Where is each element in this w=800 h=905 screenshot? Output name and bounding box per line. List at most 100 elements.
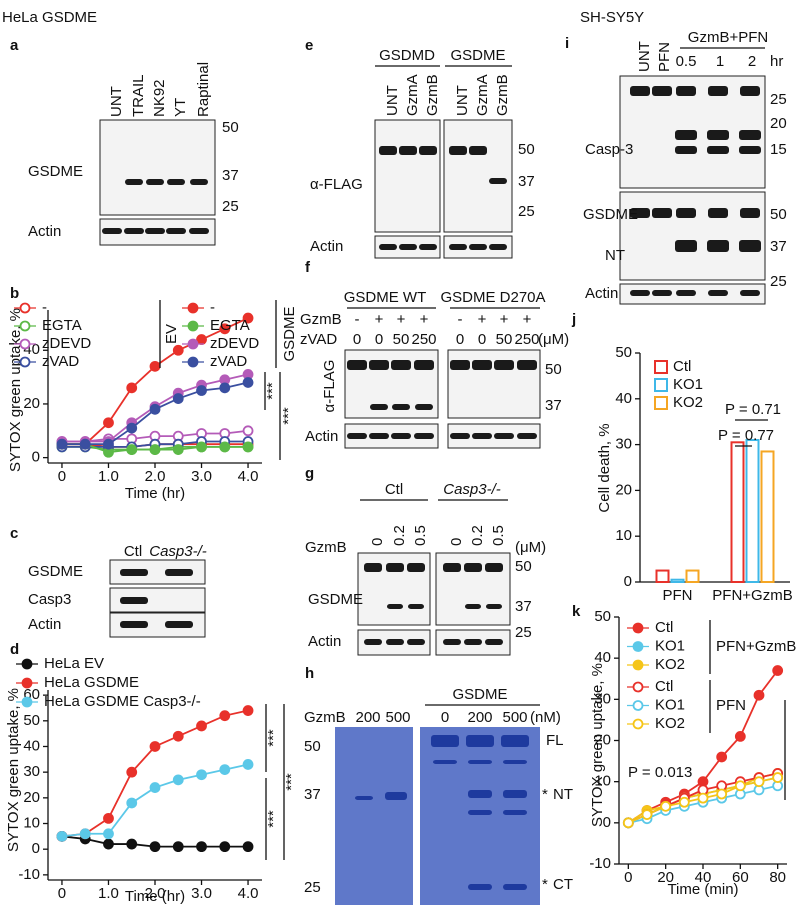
- data-point: [149, 782, 161, 793]
- row-label: Actin: [310, 238, 343, 255]
- x-tick-label: 3.0: [191, 885, 212, 902]
- band: [407, 563, 425, 572]
- legend-swatch: [654, 396, 668, 410]
- annotation: P = 0.77: [718, 427, 774, 444]
- x-tick-label: 1.0: [98, 885, 119, 902]
- group-label: GzmB+PFN: [688, 29, 768, 46]
- legend-label: EGTA: [210, 317, 250, 334]
- legend-label: Ctl: [655, 619, 673, 636]
- band: [379, 244, 397, 250]
- data-point: [103, 438, 114, 450]
- band: [468, 810, 492, 815]
- bar: [760, 450, 775, 583]
- band: [739, 130, 761, 140]
- mw-marker: 50: [515, 558, 532, 575]
- band: [676, 290, 696, 296]
- gel: [420, 727, 540, 905]
- group-label: GSDME: [450, 47, 505, 64]
- data-point: [172, 444, 184, 455]
- legend-label: KO1: [673, 376, 703, 393]
- y-tick-label: 0: [32, 840, 40, 857]
- mw-marker: 50: [222, 119, 239, 136]
- band: [387, 604, 403, 609]
- legend-label: KO1: [655, 637, 685, 654]
- unit: (μM): [538, 331, 569, 348]
- legend-swatch: [654, 378, 668, 392]
- x-tick-label: 4.0: [238, 468, 259, 485]
- gel: [335, 727, 413, 905]
- lane-label: 0.5: [412, 525, 429, 546]
- x-tick-label: 60: [732, 869, 749, 886]
- band: [392, 404, 410, 410]
- blot: [374, 119, 441, 233]
- data-point: [196, 385, 207, 396]
- bar: [655, 569, 670, 583]
- y-tick-label: 50: [615, 344, 632, 361]
- legend-marker: [632, 622, 644, 634]
- data-point: [734, 730, 746, 742]
- row-label: zVAD: [300, 331, 337, 348]
- lane-label: 500: [385, 709, 410, 726]
- band: [399, 146, 417, 155]
- x-tick-label: 0: [624, 869, 632, 886]
- row-label: α-FLAG: [321, 360, 338, 413]
- legend-label: KO2: [655, 656, 685, 673]
- band: [472, 433, 492, 439]
- data-point: [126, 838, 138, 850]
- legend-marker: [19, 302, 31, 314]
- band: [450, 433, 470, 439]
- panel-letter: b: [10, 285, 19, 302]
- group-label: Casp3-/-: [443, 481, 501, 498]
- band: [391, 433, 411, 439]
- band: [517, 433, 537, 439]
- row-label: GSDME: [583, 206, 638, 223]
- y-tick-label: 50: [23, 712, 40, 729]
- sign: +: [420, 311, 429, 328]
- band: [708, 86, 728, 96]
- header: HeLa GSDME: [2, 9, 97, 26]
- band: [652, 86, 672, 96]
- data-point: [149, 360, 161, 372]
- data-point: [196, 441, 207, 453]
- mw-marker: 25: [515, 624, 532, 641]
- lane-label: 0: [369, 538, 386, 546]
- y-tick-label: 20: [23, 395, 40, 412]
- band: [486, 604, 502, 609]
- data-point: [103, 838, 114, 850]
- data-point: [149, 741, 161, 752]
- data-point: [79, 438, 91, 450]
- row-label: Actin: [308, 633, 341, 650]
- legend-label: HeLa EV: [44, 655, 104, 672]
- legend-marker: [21, 658, 33, 670]
- band: [472, 360, 492, 370]
- data-point: [196, 769, 207, 781]
- y-tick-label: 30: [615, 436, 632, 453]
- band: [739, 146, 761, 154]
- lane-label: 0.2: [469, 525, 486, 546]
- y-tick-label: 0: [603, 814, 611, 831]
- legend-label: HeLa GSDME Casp3-/-: [44, 693, 201, 710]
- legend-label: zVAD: [210, 353, 247, 370]
- row-label: Actin: [585, 285, 618, 302]
- band: [165, 569, 193, 576]
- band: [443, 639, 461, 645]
- data-point: [772, 772, 784, 783]
- lane-label: YT: [172, 98, 189, 117]
- legend-marker: [187, 338, 199, 350]
- band: [485, 563, 503, 572]
- band: [124, 228, 144, 234]
- band: [145, 228, 165, 234]
- legend-label: EGTA: [42, 317, 82, 334]
- data-point: [126, 422, 138, 434]
- lane-label: GzmA: [474, 74, 491, 116]
- legend-marker: [632, 681, 644, 693]
- band: [369, 360, 389, 370]
- band: [630, 290, 650, 296]
- band: [347, 433, 367, 439]
- dose: 0: [353, 331, 361, 348]
- y-axis-label: Cell death, %: [596, 423, 613, 512]
- series-line: [61, 763, 249, 838]
- data-point: [219, 764, 231, 775]
- x-tick-label: 20: [657, 869, 674, 886]
- dose: 0: [456, 331, 464, 348]
